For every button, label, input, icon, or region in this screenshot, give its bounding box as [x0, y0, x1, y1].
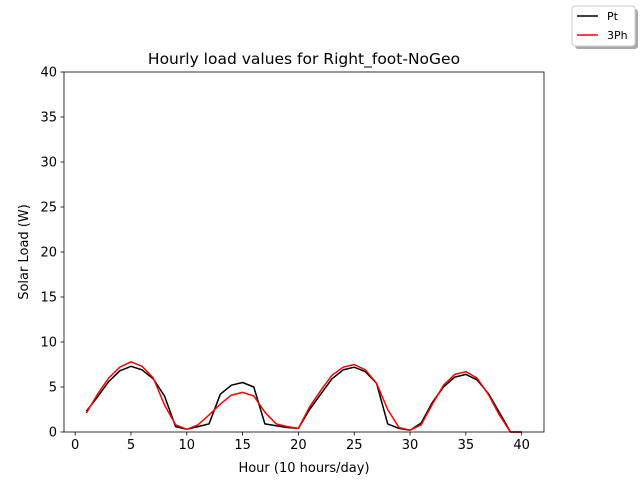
series-line-3ph: [85, 361, 522, 433]
x-tick-label: 5: [127, 438, 135, 453]
y-axis-label: Solar Load (W): [17, 204, 32, 300]
x-tick-label: 0: [71, 438, 79, 453]
x-tick-label: 35: [458, 438, 475, 453]
y-tick-label: 20: [40, 246, 57, 261]
x-tick-label: 15: [234, 438, 251, 453]
ticks-layer: 0 5 10 15 20 25 30 35 40 0 5 10 15 20 25 30 35 40: [40, 66, 529, 454]
y-tick-label: 15: [40, 291, 57, 306]
x-tick-label: 30: [402, 438, 419, 453]
y-tick-label: 5: [49, 381, 57, 396]
x-tick-label: 40: [513, 438, 530, 453]
y-tick-label: 35: [40, 111, 57, 126]
y-tick-label: 40: [40, 66, 57, 81]
y-tick-label: 0: [49, 426, 57, 441]
legend-label-3ph: 3Ph: [607, 29, 628, 42]
y-tick-label: 30: [40, 156, 57, 171]
legend-label-pt: Pt: [607, 10, 619, 23]
legend: Pt 3Ph: [571, 5, 638, 49]
series-layer: [85, 361, 522, 433]
x-axis-label: Hour (10 hours/day): [238, 461, 369, 476]
x-tick-label: 10: [179, 438, 196, 453]
chart-title: Hourly load values for Right_foot-NoGeo: [148, 50, 460, 69]
y-tick-label: 25: [40, 201, 57, 216]
x-tick-label: 20: [290, 438, 307, 453]
y-tick-label: 10: [40, 336, 57, 351]
x-tick-label: 25: [346, 438, 363, 453]
